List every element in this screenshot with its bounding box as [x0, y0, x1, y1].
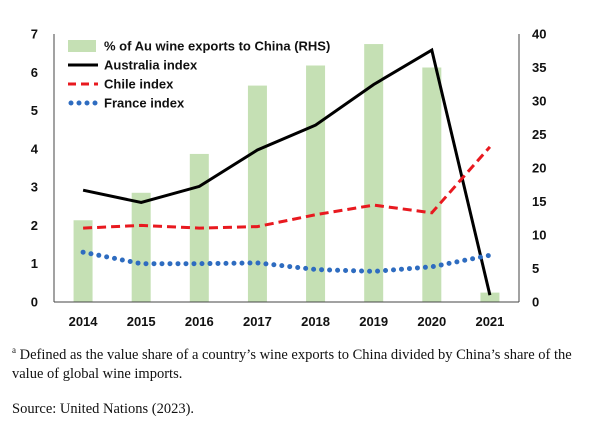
x-tick-label: 2015 — [127, 314, 156, 329]
x-tick-label: 2019 — [359, 314, 388, 329]
left-tick-label: 4 — [31, 141, 39, 156]
right-tick-label: 10 — [532, 228, 546, 243]
right-tick-label: 30 — [532, 94, 546, 109]
x-tick-label: 2014 — [69, 314, 99, 329]
axes: 0 1 2 3 4 5 6 7 0 5 10 15 20 25 30 35 40 2014 2015 2016 2017… — [31, 27, 547, 330]
bar-2019 — [364, 44, 384, 303]
legend-label: Chile index — [104, 77, 174, 92]
bar-2014 — [73, 220, 93, 302]
right-tick-label: 25 — [532, 127, 546, 142]
right-tick-label: 35 — [532, 60, 546, 75]
left-tick-label: 0 — [31, 295, 38, 310]
legend: % of Au wine exports to China (RHS) Austr… — [68, 39, 330, 111]
x-tick-label: 2021 — [475, 314, 504, 329]
left-tick-label: 2 — [31, 218, 38, 233]
x-tick-label: 2016 — [185, 314, 214, 329]
left-tick-label: 6 — [31, 65, 38, 80]
source-note: Source: United Nations (2023). — [12, 401, 195, 417]
footnote-marker: a — [12, 345, 16, 356]
bar-2015 — [131, 192, 151, 302]
legend-swatch-bar — [68, 40, 96, 52]
left-tick-label: 5 — [31, 103, 38, 118]
footnote: a Defined as the value share of a countr… — [12, 346, 590, 384]
chart: 0 1 2 3 4 5 6 7 0 5 10 15 20 25 30 35 40 2014 2015 2016 2017… — [31, 27, 547, 330]
footnote-text: Defined as the value share of a country’… — [12, 347, 572, 382]
legend-label: % of Au wine exports to China (RHS) — [104, 39, 330, 54]
right-tick-label: 0 — [532, 295, 539, 310]
legend-label: France index — [104, 96, 185, 111]
right-tick-label: 20 — [532, 161, 546, 176]
left-tick-label: 7 — [31, 27, 38, 42]
x-tick-label: 2018 — [301, 314, 330, 329]
right-tick-label: 15 — [532, 194, 546, 209]
right-tick-label: 40 — [532, 27, 546, 42]
line-australia-index — [82, 47, 492, 296]
left-tick-label: 3 — [31, 180, 38, 195]
bar-2021 — [480, 292, 500, 302]
bar-2020 — [422, 67, 442, 302]
x-tick-label: 2017 — [243, 314, 272, 329]
bar-2018 — [306, 65, 326, 303]
x-tick-label: 2020 — [417, 314, 446, 329]
line-series — [80, 47, 493, 296]
line-chile-index — [83, 145, 492, 230]
right-tick-label: 5 — [532, 261, 539, 276]
bar-2017 — [247, 85, 267, 302]
legend-label: Australia index — [104, 58, 198, 73]
left-tick-label: 1 — [31, 256, 38, 271]
